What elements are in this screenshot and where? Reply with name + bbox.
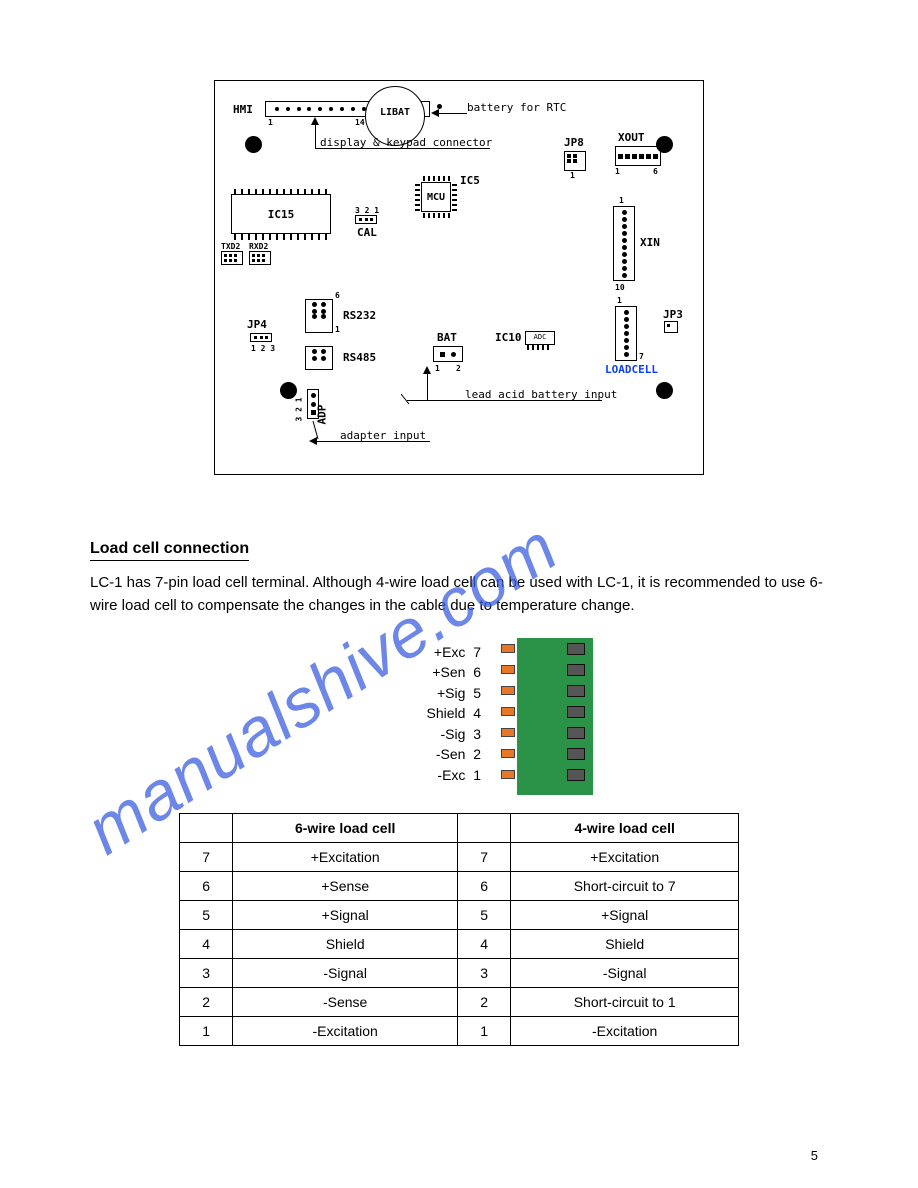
xin-pin10: 10 [615,283,625,292]
body-paragraph: LC-1 has 7-pin load cell terminal. Altho… [90,571,828,618]
connector-figure: +Exc 7 +Sen 6 +Sig 5 Shield 4 -Sig 3 -Se… [269,638,649,798]
jp4-pins: 1 2 3 [251,344,275,353]
xin-label: XIN [640,236,660,249]
hmi-pin1: 1 [268,118,273,127]
battery-rtc-label: battery for RTC [467,101,566,114]
adp-pins: 3 2 1 [295,397,304,421]
xout-label: XOUT [618,131,645,144]
xin-pin1: 1 [619,196,624,205]
mcu-chip: MCU [415,176,457,218]
th-blank1 [180,813,233,842]
hmi-label: HMI [233,103,253,116]
jp8-label: JP8 [564,136,584,149]
rs232-label: RS232 [343,309,376,322]
rs232-pin1: 1 [335,325,340,334]
page-number: 5 [811,1148,818,1163]
loadcell-label: LOADCELL [605,363,658,376]
jp4-label: JP4 [247,318,267,331]
terminal-block [517,638,593,795]
bat-pin1: 1 [435,364,440,373]
jp3-pin1: 1 [617,296,622,305]
txd2-label: TXD2 [221,242,240,251]
ic5-label: IC5 [460,174,480,187]
jp3-pin7: 7 [639,352,644,361]
xout-pin1: 1 [615,167,620,176]
bat-label: BAT [437,331,457,344]
section-heading: Load cell connection [90,540,249,561]
hmi-pin14: 14 [355,118,365,127]
cal-label: CAL [357,226,377,239]
pin-table: 6-wire load cell 4-wire load cell 7+Exci… [179,813,739,1046]
pcb-diagram: HMI 14 1 LIBAT battery for RTC display &… [214,80,704,475]
ic10-label: IC10 [495,331,522,344]
th-6wire: 6-wire load cell [233,813,458,842]
connector-labels-col: +Exc 7 +Sen 6 +Sig 5 Shield 4 -Sig 3 -Se… [269,642,481,786]
th-4wire: 4-wire load cell [511,813,739,842]
rs232-pin6: 6 [335,291,340,300]
xout-pin6: 6 [653,167,658,176]
ic15-label: IC15 [268,208,295,221]
th-blank2 [458,813,511,842]
bat-pin2: 2 [456,364,461,373]
jp3-label: JP3 [663,308,683,321]
jp8-pin1: 1 [570,171,575,180]
page-container: HMI 14 1 LIBAT battery for RTC display &… [0,0,918,1188]
cal-pins: 3 2 1 [355,206,379,215]
rxd2-label: RXD2 [249,242,268,251]
rs485-label: RS485 [343,351,376,364]
